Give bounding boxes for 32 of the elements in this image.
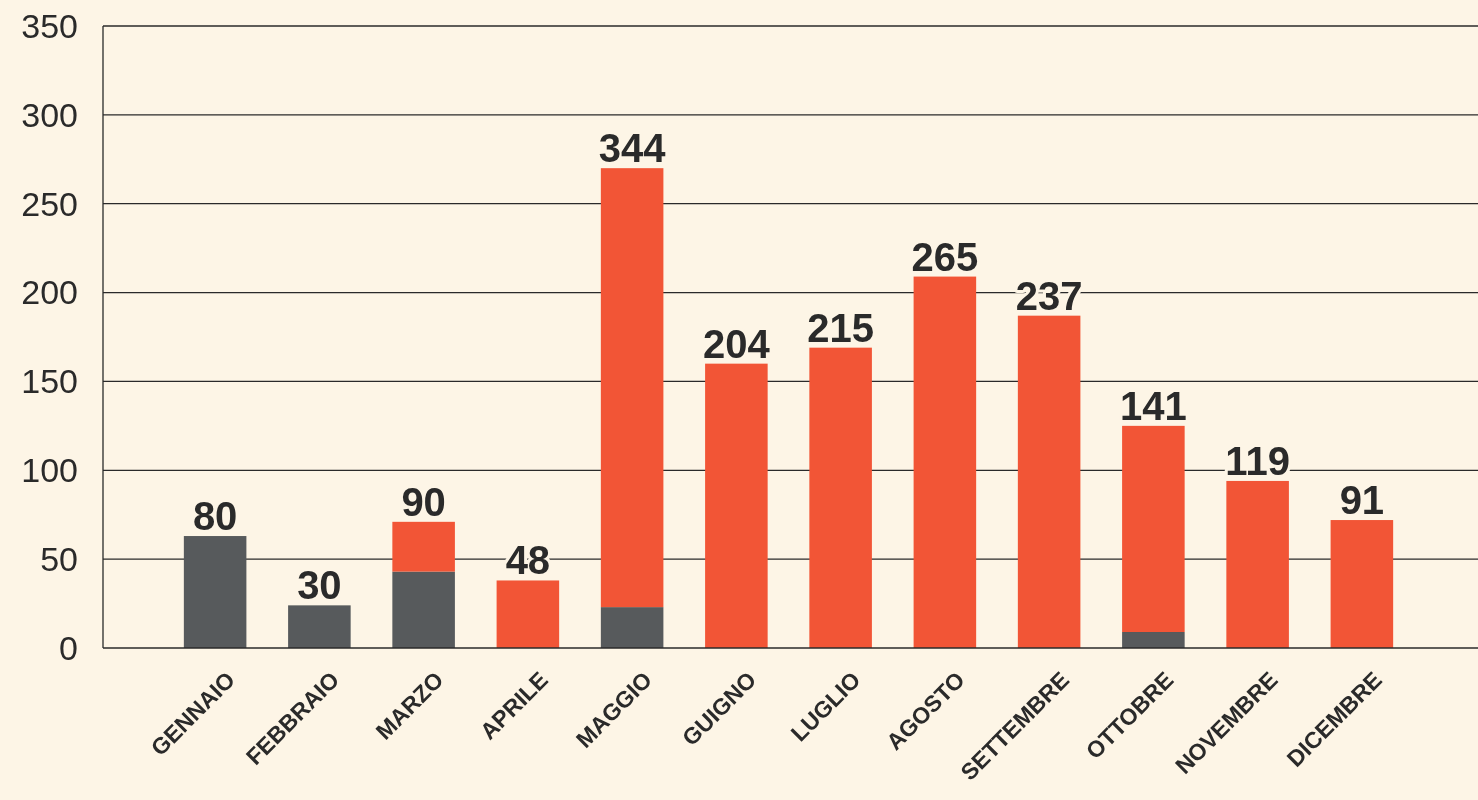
bar [1122,425,1185,633]
bar [600,607,664,648]
bar [1330,520,1394,648]
y-tick-label: 350 [21,6,78,45]
y-tick-label: 150 [21,362,78,401]
bar [600,168,664,608]
bar [1226,480,1289,648]
bar [705,363,768,648]
y-tick-label: 50 [40,540,78,579]
y-tick-label: 100 [21,451,78,490]
annotation: 80 [192,494,238,539]
bar [1122,632,1185,648]
annotation: 141 [1120,383,1187,428]
bar [496,580,560,648]
bar [1017,315,1081,648]
y-tick-label: 250 [21,184,78,223]
annotation: 90 [401,479,446,524]
bar [392,571,455,648]
y-tick-label: 0 [59,628,78,667]
bar [183,536,247,648]
annotation: 204 [703,321,771,366]
annotation: 265 [911,234,979,279]
y-tick-label: 300 [21,95,78,134]
annotation: 344 [598,126,667,171]
y-tick-label: 200 [21,273,78,312]
bar [288,605,351,648]
bar [392,521,455,572]
bar [809,347,872,648]
annotation: 215 [807,305,874,350]
bar [913,276,977,648]
annotation: 91 [1339,478,1385,523]
annotation: 30 [297,563,342,608]
